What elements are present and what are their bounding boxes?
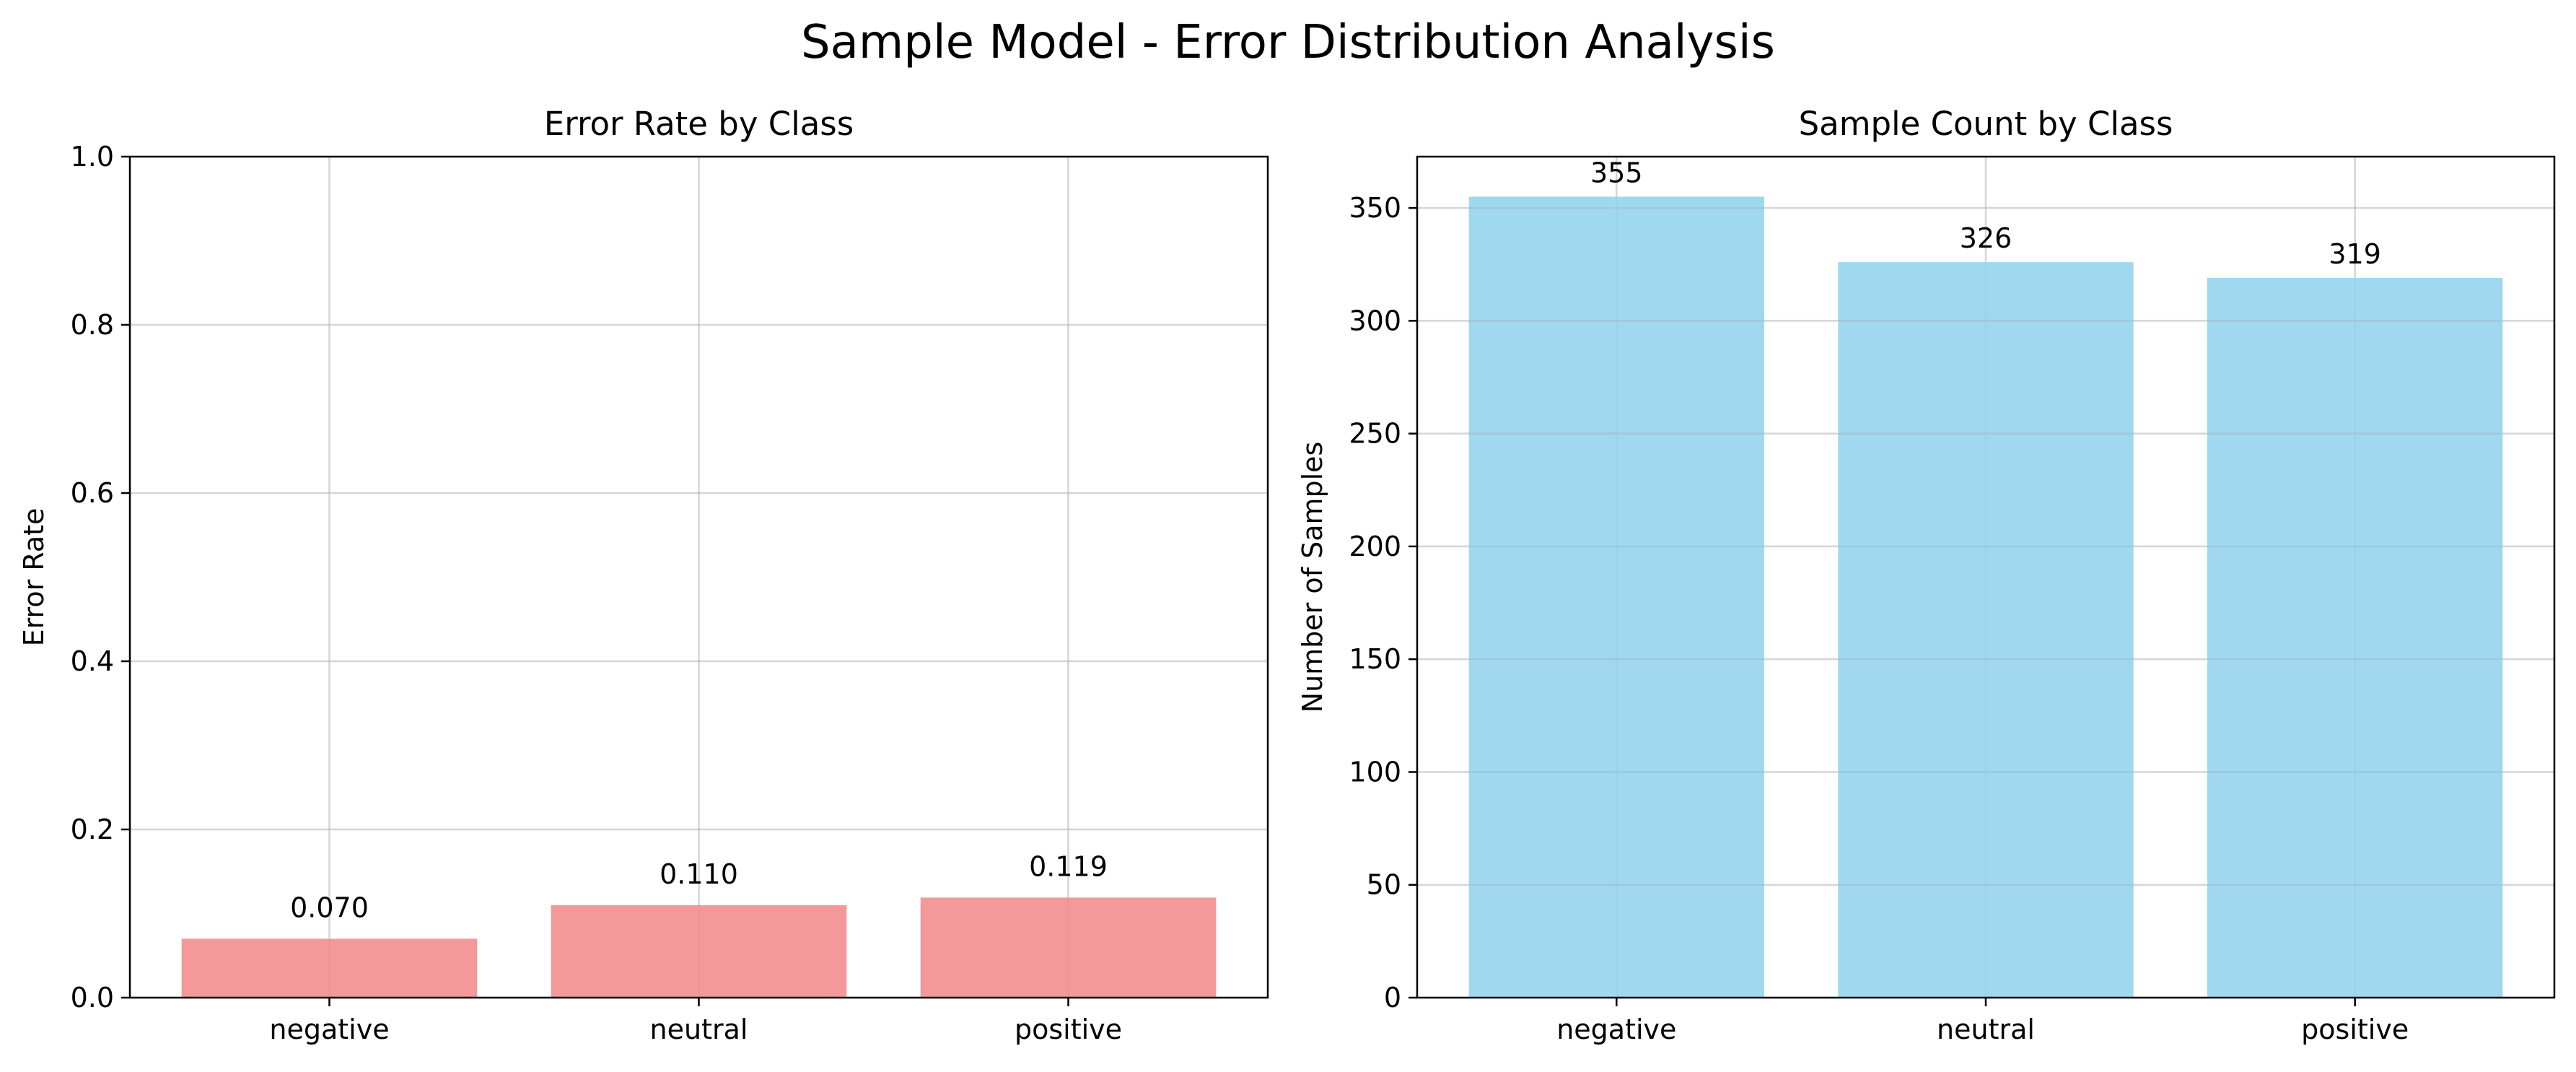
- error-rate-value-label: 0.070: [290, 892, 369, 923]
- error-rate-ytick-label: 0.6: [71, 477, 114, 509]
- error-rate-ytick-label: 0.0: [71, 982, 114, 1014]
- sample-count-value-label: 355: [1590, 157, 1643, 188]
- error-rate-ytick-label: 0.8: [71, 309, 114, 341]
- error-rate-xtick-label: neutral: [650, 1014, 748, 1045]
- sample-count-ytick-label: 50: [1367, 869, 1401, 901]
- sample-count-chart-title: Sample Count by Class: [1799, 105, 2173, 143]
- error-rate-xtick-label: negative: [269, 1014, 389, 1045]
- error-rate-bar-positive: [920, 897, 1217, 998]
- sample-count-ytick-label: 150: [1349, 643, 1401, 675]
- sample-count-xtick-label: negative: [1556, 1014, 1676, 1045]
- error-rate-ytick-label: 0.2: [71, 814, 114, 845]
- sample-count-xtick-label: positive: [2301, 1014, 2409, 1045]
- error-rate-bar-negative: [181, 938, 478, 998]
- sample-count-value-label: 319: [2329, 238, 2381, 270]
- error-rate-ytick-label: 1.0: [71, 141, 114, 173]
- error-rate-value-label: 0.110: [660, 858, 738, 890]
- sample-count-y-axis-label: Number of Samples: [1297, 442, 1328, 713]
- sample-count-bar-positive: [2207, 277, 2503, 998]
- sample-count-ytick-label: 250: [1349, 418, 1401, 450]
- sample-count-bar-neutral: [1838, 262, 2134, 998]
- figure-title: Sample Model - Error Distribution Analys…: [801, 16, 1775, 69]
- sample-count-value-label: 326: [1960, 222, 2012, 254]
- sample-count-xtick-label: neutral: [1937, 1014, 2035, 1045]
- error-rate-bar-neutral: [551, 905, 847, 998]
- sample-count-bar-negative: [1468, 196, 1764, 998]
- sample-count-ytick-label: 300: [1349, 305, 1401, 336]
- sample-count-ytick-label: 200: [1349, 531, 1401, 562]
- error-rate-xtick-label: positive: [1015, 1014, 1122, 1045]
- sample-count-ytick-label: 0: [1384, 982, 1401, 1014]
- error-rate-chart: 0.070 0.110 0.119 0.0 0.2 0.4 0.6 0.8 1.0 negativ…: [18, 105, 1269, 1045]
- error-rate-chart-title: Error Rate by Class: [544, 105, 854, 143]
- error-rate-value-label: 0.119: [1029, 850, 1108, 882]
- sample-count-chart: 355 326 319 0 50 100 150 200 250 300 350 negative ne…: [1297, 105, 2556, 1045]
- error-rate-y-axis-label: Error Rate: [18, 508, 50, 647]
- sample-count-ytick-label: 100: [1349, 756, 1401, 788]
- error-rate-ytick-label: 0.4: [71, 645, 114, 677]
- sample-count-ytick-label: 350: [1349, 192, 1401, 224]
